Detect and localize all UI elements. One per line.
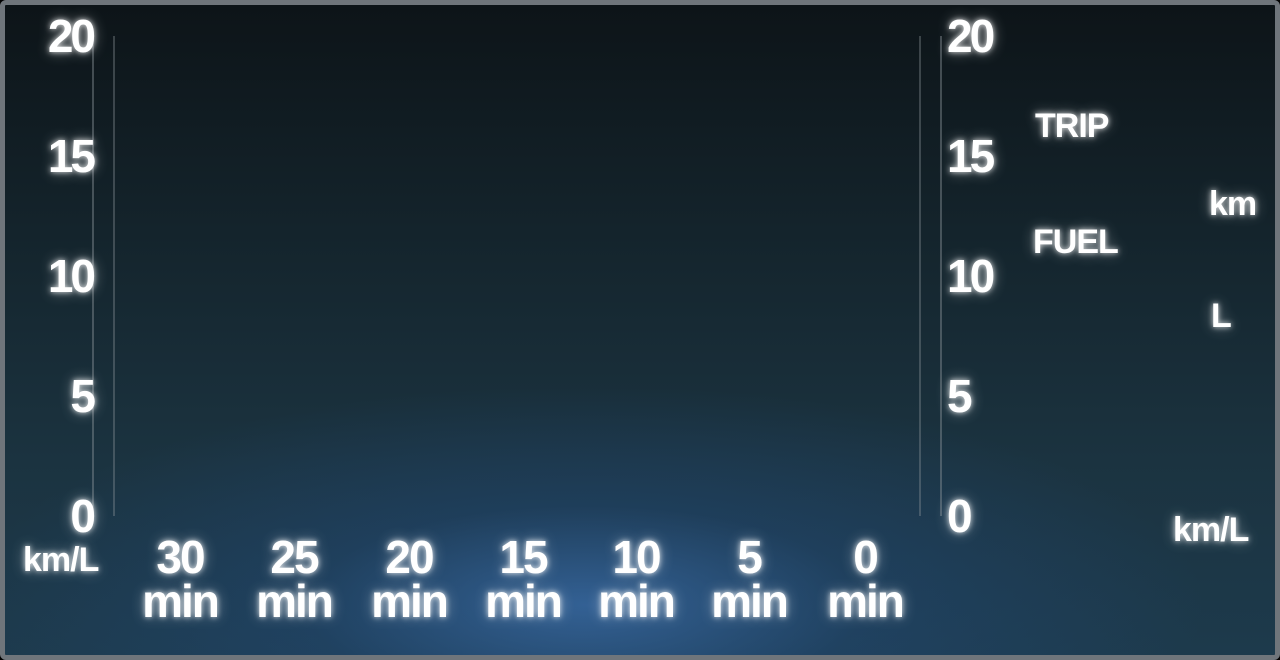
x-axis-tick-unit: min bbox=[711, 575, 789, 627]
fuel-unit: L bbox=[1211, 297, 1232, 335]
right-axis-tick-10: 10 bbox=[947, 250, 995, 302]
left-axis-unit: km/L bbox=[23, 541, 99, 579]
right-axis-tick-15: 15 bbox=[947, 130, 995, 182]
left-axis-tick-20: 20 bbox=[47, 10, 96, 62]
x-axis-tick: 10 min bbox=[581, 531, 691, 627]
left-axis-tick-5: 5 bbox=[70, 370, 96, 422]
x-axis-tick-value: 10 bbox=[612, 531, 661, 583]
fuel-label: FUEL bbox=[1033, 223, 1119, 261]
x-axis-tick-unit: min bbox=[371, 575, 449, 627]
left-axis-tick-0: 0 bbox=[70, 490, 96, 542]
x-axis-tick: 15 min bbox=[468, 531, 578, 627]
x-axis-tick-value: 15 bbox=[499, 531, 548, 583]
x-axis-tick: 20 min bbox=[354, 531, 464, 627]
x-axis-tick-value: 30 bbox=[156, 531, 205, 583]
x-axis-tick-value: 25 bbox=[270, 531, 319, 583]
average-economy-unit: km/L bbox=[1173, 511, 1249, 549]
x-axis-tick-unit: min bbox=[142, 575, 220, 627]
right-axis-tick-20: 20 bbox=[947, 10, 995, 62]
x-axis-tick-unit: min bbox=[256, 575, 334, 627]
trip-label: TRIP bbox=[1035, 107, 1109, 145]
x-axis-tick-unit: min bbox=[485, 575, 563, 627]
right-axis-tick-0: 0 bbox=[947, 490, 973, 542]
x-axis-tick: 25 min bbox=[239, 531, 349, 627]
x-axis-tick: 30 min bbox=[125, 531, 235, 627]
trip-unit: km bbox=[1209, 185, 1257, 223]
x-axis-tick-unit: min bbox=[598, 575, 676, 627]
x-axis-tick-unit: min bbox=[827, 575, 905, 627]
x-axis-tick: 0 min bbox=[810, 531, 920, 627]
x-axis-tick-value: 0 bbox=[853, 531, 879, 583]
fuel-economy-chart bbox=[91, 34, 943, 518]
left-axis-tick-10: 10 bbox=[47, 250, 96, 302]
x-axis-tick: 5 min bbox=[694, 531, 804, 627]
right-axis-tick-5: 5 bbox=[947, 370, 973, 422]
x-axis-tick-value: 20 bbox=[385, 531, 434, 583]
left-axis-tick-15: 15 bbox=[47, 130, 96, 182]
x-axis-tick-value: 5 bbox=[737, 531, 763, 583]
